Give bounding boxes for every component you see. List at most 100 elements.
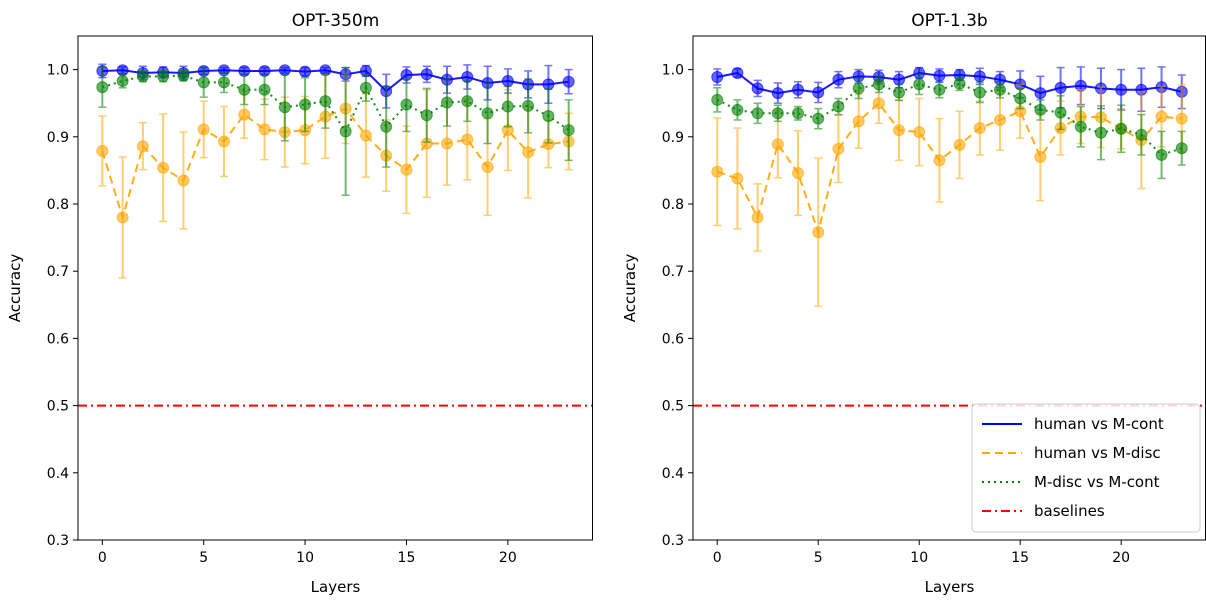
data-point bbox=[116, 75, 129, 88]
data-point bbox=[542, 78, 555, 91]
legend-box bbox=[971, 403, 1201, 533]
legend-label: baselines bbox=[1034, 502, 1105, 520]
y-axis-label: Accuracy bbox=[6, 254, 24, 323]
y-tick-label: 0.9 bbox=[47, 130, 69, 146]
data-point bbox=[792, 107, 805, 120]
data-point bbox=[400, 98, 413, 111]
data-point bbox=[1175, 142, 1188, 155]
data-point bbox=[751, 107, 764, 120]
data-point bbox=[751, 82, 764, 95]
x-tick-label: 0 bbox=[713, 550, 722, 566]
data-point bbox=[380, 120, 393, 133]
x-tick-label: 15 bbox=[1011, 550, 1029, 566]
y-tick-label: 0.8 bbox=[47, 197, 69, 213]
data-point bbox=[116, 211, 129, 224]
data-point bbox=[441, 137, 454, 150]
data-point bbox=[832, 100, 845, 113]
data-point bbox=[501, 100, 514, 113]
x-tick-label: 10 bbox=[910, 550, 928, 566]
plot-area bbox=[78, 63, 593, 407]
x-tick-label: 5 bbox=[814, 550, 823, 566]
legend-item: M-disc vs M-cont bbox=[982, 473, 1160, 491]
data-point bbox=[420, 109, 433, 122]
data-point bbox=[771, 87, 784, 100]
y-tick-label: 1.0 bbox=[47, 63, 69, 79]
data-point bbox=[562, 75, 575, 88]
legend-item: baselines bbox=[982, 502, 1105, 520]
data-point bbox=[711, 93, 724, 106]
data-point bbox=[893, 86, 906, 99]
data-point bbox=[731, 103, 744, 116]
chart-panel-1: OPT-350m Layers Accuracy 0 5 10 15 20 0.3 0.4 0.5 0… bbox=[6, 11, 593, 596]
data-point bbox=[1135, 128, 1148, 141]
data-point bbox=[771, 138, 784, 151]
data-point bbox=[522, 146, 535, 159]
data-point bbox=[731, 172, 744, 185]
data-point bbox=[197, 123, 210, 136]
data-point bbox=[1054, 106, 1067, 119]
data-point bbox=[420, 68, 433, 81]
data-point bbox=[872, 97, 885, 110]
data-point bbox=[832, 73, 845, 86]
data-point bbox=[136, 70, 149, 83]
data-point bbox=[993, 83, 1006, 96]
series-line bbox=[716, 82, 1183, 157]
data-point bbox=[481, 107, 494, 120]
data-point bbox=[711, 70, 724, 83]
data-point bbox=[812, 226, 825, 239]
legend: human vs M-cont human vs M-disc M-disc vs … bbox=[971, 403, 1201, 533]
data-point bbox=[913, 78, 926, 91]
y-tick-label: 0.4 bbox=[662, 466, 684, 482]
data-point bbox=[1014, 92, 1027, 105]
data-point bbox=[1094, 126, 1107, 139]
data-point bbox=[359, 129, 372, 142]
data-point bbox=[1155, 148, 1168, 161]
data-point bbox=[299, 65, 312, 78]
y-tick-label: 0.8 bbox=[662, 197, 684, 213]
data-point bbox=[973, 70, 986, 83]
data-point bbox=[96, 81, 109, 94]
data-point bbox=[893, 73, 906, 86]
data-point bbox=[973, 122, 986, 135]
series-human-vs-m-cont bbox=[96, 63, 575, 109]
data-point bbox=[812, 112, 825, 125]
plot-area bbox=[693, 66, 1206, 407]
y-tick-label: 0.5 bbox=[662, 399, 684, 415]
data-point bbox=[319, 95, 332, 108]
data-point bbox=[852, 115, 865, 128]
chart-panel-2: OPT-1.3b Layers Accuracy 0 5 10 15 20 0.3 0.4 0.5 0… bbox=[621, 11, 1206, 596]
series-line bbox=[717, 71, 1182, 95]
data-point bbox=[238, 108, 251, 121]
data-point bbox=[1155, 110, 1168, 123]
series-line bbox=[102, 74, 570, 134]
data-point bbox=[731, 66, 744, 79]
x-axis-label: Layers bbox=[311, 578, 361, 596]
data-point bbox=[792, 167, 805, 180]
data-point bbox=[893, 124, 906, 137]
data-point bbox=[501, 75, 514, 88]
data-point bbox=[1115, 83, 1128, 96]
series-m-disc-vs-m-cont bbox=[711, 73, 1188, 180]
data-point bbox=[522, 99, 535, 112]
data-point bbox=[993, 114, 1006, 126]
data-point bbox=[1034, 150, 1047, 163]
series-m-disc-vs-m-cont bbox=[96, 66, 575, 197]
legend-item: human vs M-disc bbox=[982, 444, 1161, 462]
x-tick-label: 20 bbox=[499, 550, 517, 566]
data-point bbox=[217, 135, 230, 148]
data-point bbox=[359, 81, 372, 94]
data-point bbox=[258, 123, 271, 136]
data-point bbox=[157, 161, 170, 174]
data-point bbox=[953, 138, 966, 151]
legend-label: human vs M-disc bbox=[1034, 444, 1161, 462]
x-tick-label: 0 bbox=[98, 550, 107, 566]
x-tick-label: 15 bbox=[398, 550, 416, 566]
chart-title: OPT-350m bbox=[292, 11, 380, 31]
data-point bbox=[1034, 103, 1047, 116]
series-human-vs-m-cont bbox=[711, 66, 1188, 113]
y-tick-label: 0.7 bbox=[662, 264, 684, 280]
data-point bbox=[461, 95, 474, 108]
y-tick-label: 0.9 bbox=[662, 130, 684, 146]
data-point bbox=[278, 101, 291, 114]
data-point bbox=[400, 163, 413, 176]
